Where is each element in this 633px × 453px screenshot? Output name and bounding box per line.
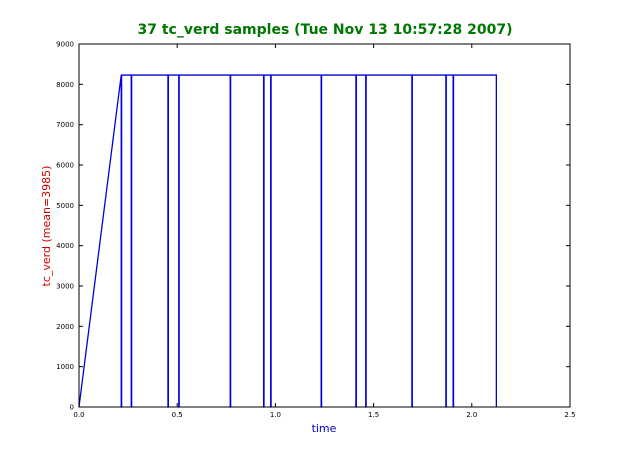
y-tick-label: 2000	[56, 323, 74, 331]
y-tick-label: 1000	[56, 363, 74, 371]
y-tick-label: 5000	[56, 202, 74, 210]
y-tick-label: 0	[70, 404, 74, 412]
x-tick-label: 0.0	[73, 411, 84, 419]
y-tick-label: 8000	[56, 81, 74, 89]
x-axis-label: time	[312, 422, 337, 435]
tick-layer: 0.0 0.5 1.0 1.5 2.0 2.5 0 1000 2000 3000 4000 5000 6…	[56, 41, 575, 420]
y-tick-label: 9000	[56, 41, 74, 49]
y-axis-label: tc_verd (mean=3985)	[40, 166, 53, 287]
x-tick-label: 0.5	[172, 411, 183, 419]
y-tick-label: 3000	[56, 283, 74, 291]
y-tick-label: 4000	[56, 242, 74, 250]
chart-title: 37 tc_verd samples (Tue Nov 13 10:57:28 …	[138, 22, 513, 38]
plot-area-frame	[78, 43, 571, 408]
x-tick-label: 2.0	[466, 411, 477, 419]
x-tick-label: 2.5	[564, 411, 575, 419]
x-tick-label: 1.5	[368, 411, 379, 419]
y-tick-label: 6000	[56, 162, 74, 170]
y-tick-label: 7000	[56, 121, 74, 129]
x-tick-label: 1.0	[270, 411, 281, 419]
